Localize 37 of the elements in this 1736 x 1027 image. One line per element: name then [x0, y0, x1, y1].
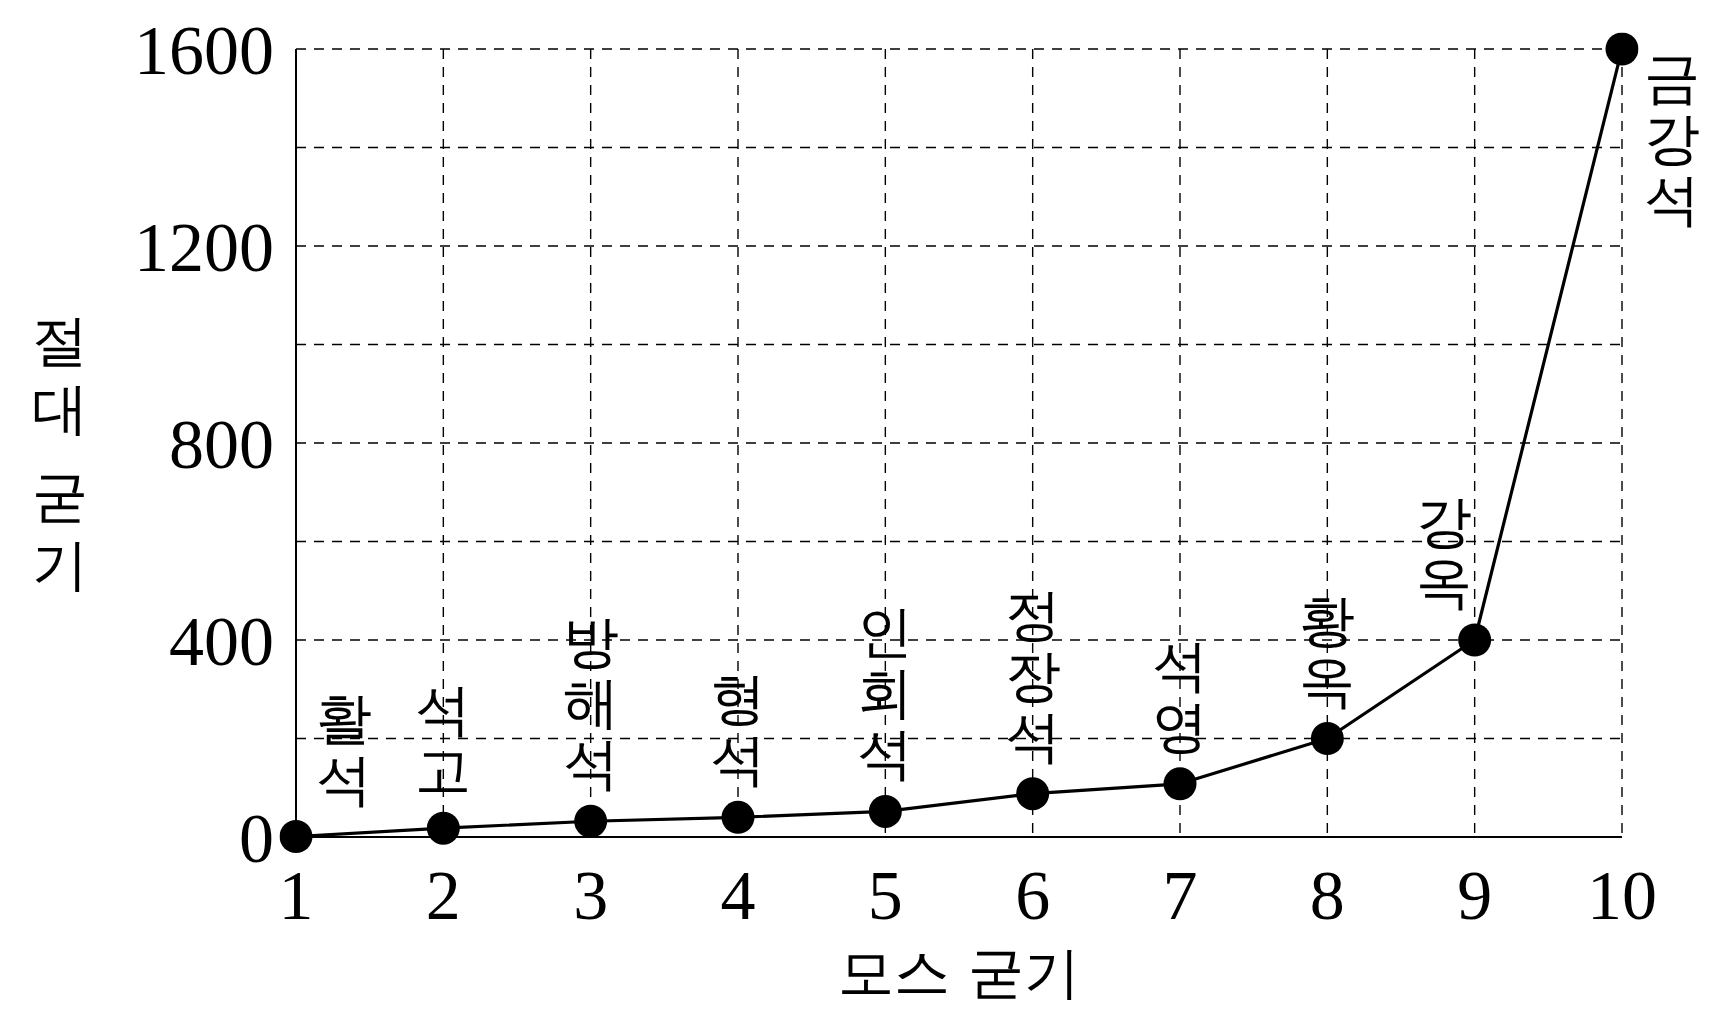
annotation: 금강석 — [1644, 45, 1700, 232]
x-tick-label: 3 — [573, 856, 609, 934]
x-tick-label: 6 — [1015, 856, 1051, 934]
y-tick-label: 400 — [169, 602, 274, 680]
point — [1605, 32, 1639, 66]
point — [721, 800, 755, 834]
point — [1458, 623, 1492, 657]
annotation: 정장석 — [1004, 581, 1061, 769]
y-tick-label: 1600 — [134, 11, 274, 89]
point — [426, 811, 460, 845]
x-tick-label: 10 — [1587, 856, 1657, 934]
point — [279, 820, 313, 854]
x-tick-label: 8 — [1309, 856, 1345, 934]
y-tick-label: 0 — [239, 799, 274, 877]
x-tick-label: 9 — [1457, 856, 1493, 934]
point — [1016, 777, 1050, 811]
x-tick-label: 4 — [720, 856, 756, 934]
annotation: 형석 — [710, 666, 766, 793]
point — [1163, 767, 1197, 801]
x-tick-label: 1 — [278, 856, 314, 934]
annotation: 인회석 — [857, 599, 914, 787]
y-tick-label: 800 — [169, 405, 274, 483]
x-tick-label: 5 — [867, 856, 903, 934]
point — [1310, 722, 1344, 755]
x-axis-title: 모스 굳기 — [838, 940, 1080, 1005]
annotation: 석영 — [1152, 632, 1208, 759]
y-tick-label: 1200 — [134, 208, 274, 286]
annotation: 강옥 — [1416, 489, 1473, 615]
y-axis-title: 절대 굳기 — [32, 308, 88, 598]
point — [574, 804, 608, 838]
x-tick-label: 7 — [1162, 856, 1198, 934]
annotation: 방해석 — [562, 609, 619, 797]
point — [868, 794, 902, 828]
annotation: 황옥 — [1299, 587, 1356, 714]
annotation: 석고 — [415, 677, 472, 804]
annotation: 활석 — [316, 685, 372, 812]
x-tick-label: 2 — [425, 856, 461, 934]
